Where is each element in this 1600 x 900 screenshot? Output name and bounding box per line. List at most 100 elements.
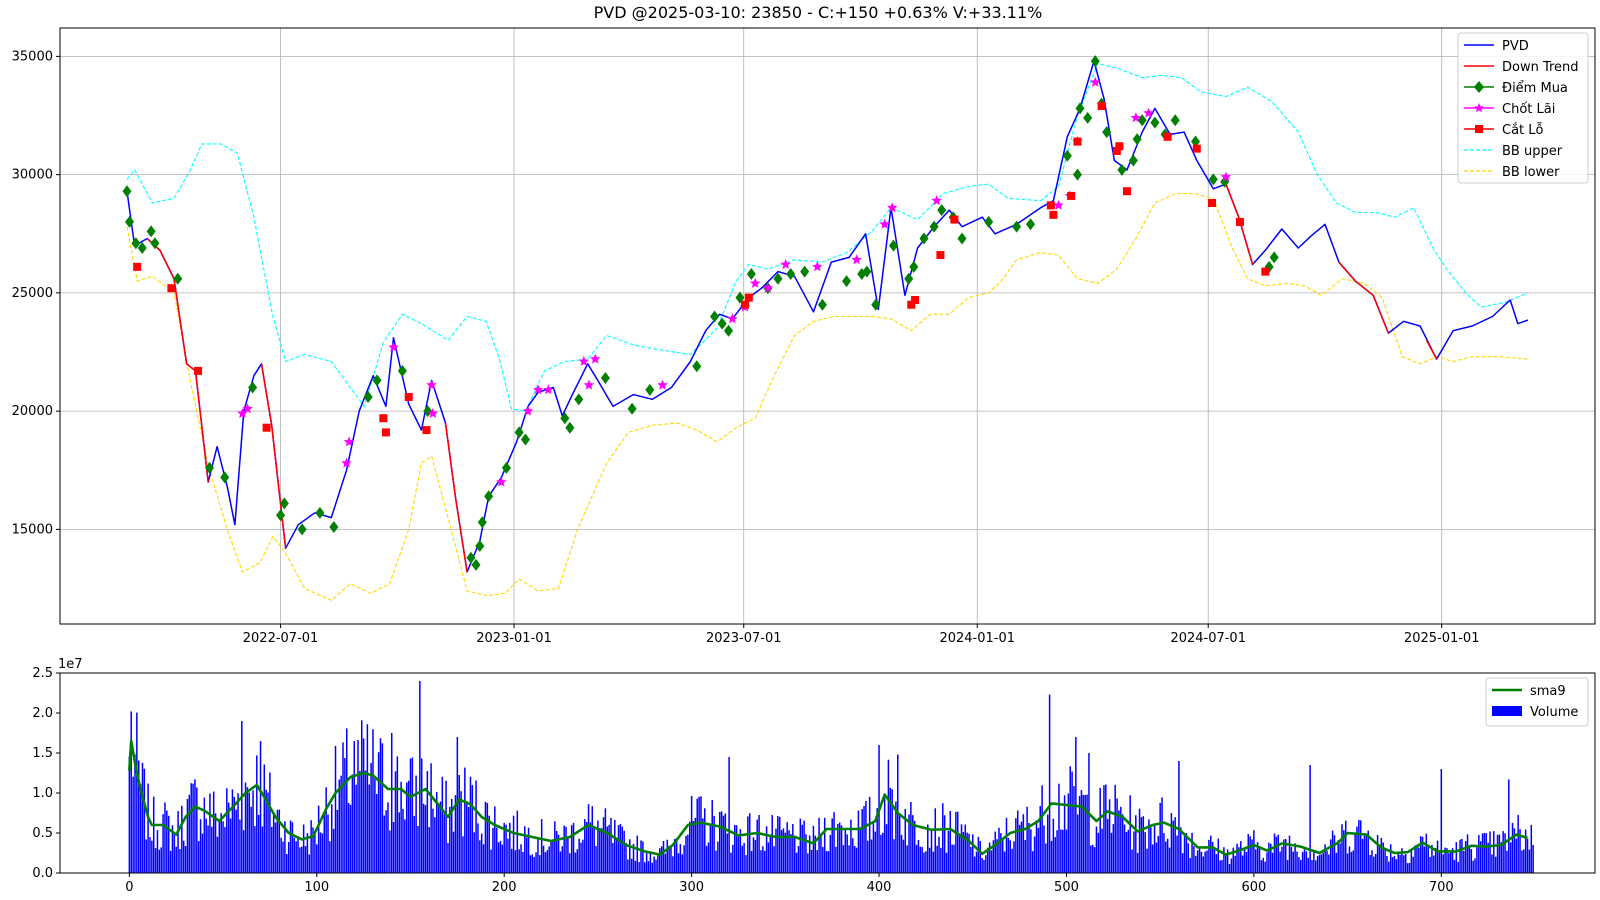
volume-bar — [1060, 829, 1062, 873]
buy-marker — [297, 523, 307, 536]
volume-bar — [152, 796, 155, 873]
volume-bar — [801, 824, 803, 873]
volume-bar — [1084, 795, 1086, 873]
volume-bar — [608, 824, 610, 873]
volume-bar — [1268, 842, 1270, 873]
volume-bar — [1285, 839, 1287, 873]
stop-loss-marker — [1261, 267, 1270, 276]
volume-bar — [574, 852, 577, 873]
volume-bar — [376, 794, 378, 873]
volume-bar — [1376, 835, 1379, 873]
volume-bar — [1191, 832, 1193, 873]
volume-bar — [1185, 833, 1188, 873]
legend-label-buy: Điểm Mua — [1502, 81, 1568, 96]
volume-bar — [1358, 820, 1360, 873]
volume-bar — [690, 795, 693, 873]
volume-bar — [981, 858, 983, 873]
volume-legend: sma9 Volume — [1485, 677, 1589, 727]
volume-bar — [867, 840, 869, 873]
volume-bar — [441, 776, 444, 873]
y-tick-label: 2.5 — [32, 666, 53, 681]
buy-marker — [204, 461, 214, 474]
volume-bar — [688, 821, 691, 873]
volume-bar — [344, 757, 346, 873]
volume-bar — [1425, 833, 1428, 873]
volume-bar — [820, 833, 822, 873]
volume-bar — [940, 847, 942, 873]
volume-bar — [627, 859, 629, 873]
down-trend-segment — [1425, 339, 1438, 360]
volume-bar — [1472, 860, 1474, 873]
volume-bar — [1035, 820, 1038, 873]
volume-bar — [1389, 844, 1392, 873]
volume-bar — [276, 809, 279, 873]
volume-bar — [432, 808, 434, 873]
volume-bar — [1262, 857, 1265, 873]
stop-loss-marker — [744, 293, 753, 302]
volume-bar — [156, 830, 159, 873]
volume-bar — [396, 756, 399, 873]
stop-loss-marker — [907, 300, 916, 309]
volume-bar — [1155, 842, 1158, 873]
volume-bar — [711, 800, 713, 873]
volume-bar — [1054, 837, 1056, 873]
volume-bar — [1464, 841, 1467, 873]
volume-bar — [1511, 822, 1514, 873]
volume-bar — [1416, 844, 1418, 873]
volume-bar — [509, 822, 511, 873]
volume-bar — [827, 851, 830, 873]
volume-bar — [754, 839, 757, 873]
volume-bar — [554, 821, 556, 873]
volume-bar — [1530, 824, 1533, 873]
take-profit-marker — [851, 254, 862, 265]
buy-marker — [565, 421, 575, 434]
volume-bar — [1470, 849, 1473, 873]
stop-loss-marker — [1163, 132, 1172, 141]
volume-bar — [218, 822, 221, 873]
volume-bar — [1532, 845, 1534, 873]
volume-bar — [1148, 819, 1150, 873]
volume-bar — [936, 845, 938, 873]
volume-bar — [1095, 826, 1098, 873]
volume-bar — [1232, 847, 1235, 873]
volume-bar — [805, 834, 807, 873]
volume-bar — [334, 745, 337, 873]
volume-bar — [870, 839, 873, 873]
volume-bar — [838, 822, 841, 873]
volume-bar — [1108, 799, 1111, 873]
take-profit-marker — [426, 379, 437, 390]
volume-bar — [1120, 806, 1122, 873]
volume-bar — [516, 810, 519, 873]
volume-bar — [256, 755, 258, 873]
volume-bar — [368, 784, 370, 873]
volume-bar — [1300, 859, 1302, 873]
volume-bar — [1440, 769, 1443, 873]
volume-bar — [1476, 847, 1478, 873]
volume-bar — [325, 787, 327, 873]
volume-bar — [1024, 840, 1026, 873]
volume-bar — [257, 815, 260, 873]
volume-bar — [1277, 834, 1279, 873]
volume-bar — [1371, 850, 1373, 873]
volume-bar — [987, 847, 989, 873]
volume-bar — [1136, 852, 1139, 873]
volume-bar — [323, 814, 326, 873]
sma9-path — [128, 739, 1528, 856]
volume-bar — [1294, 843, 1296, 873]
buy-marker — [1128, 154, 1138, 167]
volume-bar — [921, 846, 923, 873]
volume-bar — [137, 760, 140, 873]
volume-bar — [852, 838, 854, 873]
volume-bar — [1356, 826, 1358, 873]
volume-bar — [1041, 785, 1043, 873]
volume-bar — [743, 842, 745, 873]
volume-bar — [674, 839, 676, 873]
volume-bar — [1106, 819, 1109, 873]
stop-loss-marker — [1097, 102, 1106, 111]
buy-marker — [1026, 218, 1036, 231]
volume-bar — [722, 815, 725, 873]
volume-bar — [1249, 836, 1251, 873]
volume-bar — [1508, 779, 1510, 873]
down-trend-line — [146, 183, 1438, 573]
volume-bar — [190, 783, 192, 873]
